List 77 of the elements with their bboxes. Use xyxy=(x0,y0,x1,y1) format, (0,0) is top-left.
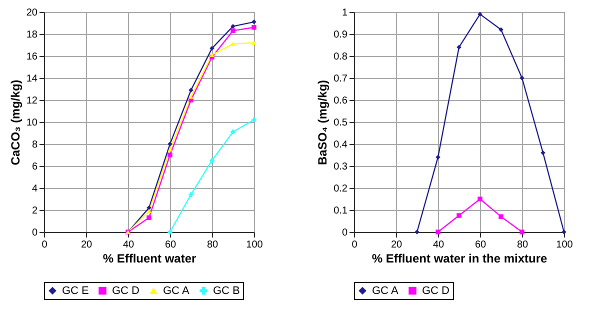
x-tick-label: 60 xyxy=(164,240,176,250)
point xyxy=(210,46,214,51)
y-tick-label: 0.7 xyxy=(334,74,348,84)
y-tick-label: 6 xyxy=(32,162,38,172)
point xyxy=(498,214,504,219)
y-tick-label: 20 xyxy=(26,8,38,18)
x-tick-label: 40 xyxy=(122,240,134,250)
point xyxy=(168,147,172,152)
y-tick-label: 1 xyxy=(342,8,348,18)
x-tick-label: 40 xyxy=(432,240,444,250)
point xyxy=(498,27,504,32)
legend-label: GC E xyxy=(62,284,89,297)
y-tick-label: 0.2 xyxy=(334,184,348,194)
x-tick-label: 80 xyxy=(516,240,528,250)
y-tick-label: 0 xyxy=(32,228,38,238)
point xyxy=(478,196,482,202)
point xyxy=(540,150,546,156)
y-tick-label: 16 xyxy=(26,52,38,62)
x-tick-label: 0 xyxy=(352,240,358,250)
y-tick-label: 0.5 xyxy=(334,118,348,128)
point xyxy=(520,230,524,234)
y-tick-label: 10 xyxy=(26,118,38,128)
y-tick-label: 0.3 xyxy=(334,162,348,172)
y-tick-label: 18 xyxy=(26,30,38,40)
x-axis-title: % Effluent water in the mixture xyxy=(372,252,548,266)
legend-label: GC B xyxy=(213,284,240,297)
point xyxy=(146,209,152,214)
point xyxy=(456,44,462,50)
point xyxy=(168,230,172,234)
x-tick-label: 100 xyxy=(556,240,574,250)
point xyxy=(146,215,152,220)
y-tick-label: 0.6 xyxy=(334,96,348,106)
point xyxy=(436,154,440,160)
point xyxy=(168,142,172,146)
point xyxy=(562,230,566,234)
point xyxy=(252,40,256,45)
y-tick-label: 0 xyxy=(342,228,348,238)
point xyxy=(252,25,256,30)
point xyxy=(146,205,152,210)
y-tick-label: 2 xyxy=(32,206,38,216)
x-tick-label: 60 xyxy=(474,240,486,250)
point xyxy=(210,158,214,163)
point xyxy=(436,230,440,234)
legend-label: GC A xyxy=(372,284,399,297)
x-tick-label: 100 xyxy=(246,240,264,250)
y-tick-label: 0.4 xyxy=(334,140,348,150)
point xyxy=(188,192,194,197)
point xyxy=(456,213,462,218)
x-tick-label: 80 xyxy=(206,240,218,250)
point xyxy=(252,20,256,24)
point xyxy=(520,76,524,80)
y-tick-label: 0.8 xyxy=(334,52,348,62)
point xyxy=(230,130,236,134)
point xyxy=(230,42,236,46)
legend-label: GC A xyxy=(163,284,190,297)
legend-label: GC D xyxy=(112,284,140,297)
y-tick-label: 12 xyxy=(26,96,38,106)
point xyxy=(230,24,236,29)
point xyxy=(252,117,256,122)
legend-label: GC D xyxy=(422,284,450,297)
y-tick-label: 0.1 xyxy=(334,206,348,216)
x-tick-label: 0 xyxy=(42,240,48,250)
point xyxy=(414,230,420,234)
point xyxy=(230,28,236,34)
x-tick-label: 20 xyxy=(80,240,92,250)
point xyxy=(168,152,172,158)
point xyxy=(188,88,194,92)
y-axis-title: CaCO₃ (mg/kg) xyxy=(8,80,22,166)
x-tick-label: 20 xyxy=(390,240,402,250)
y-axis-title: BaSO₄ (mg/kg) xyxy=(316,80,330,166)
point xyxy=(478,12,482,17)
point xyxy=(210,52,214,57)
y-tick-label: 4 xyxy=(32,184,38,194)
y-tick-label: 0.9 xyxy=(334,30,348,40)
x-axis-title: % Effluent water xyxy=(102,252,196,266)
y-tick-label: 14 xyxy=(26,74,38,84)
y-tick-label: 8 xyxy=(32,140,38,150)
